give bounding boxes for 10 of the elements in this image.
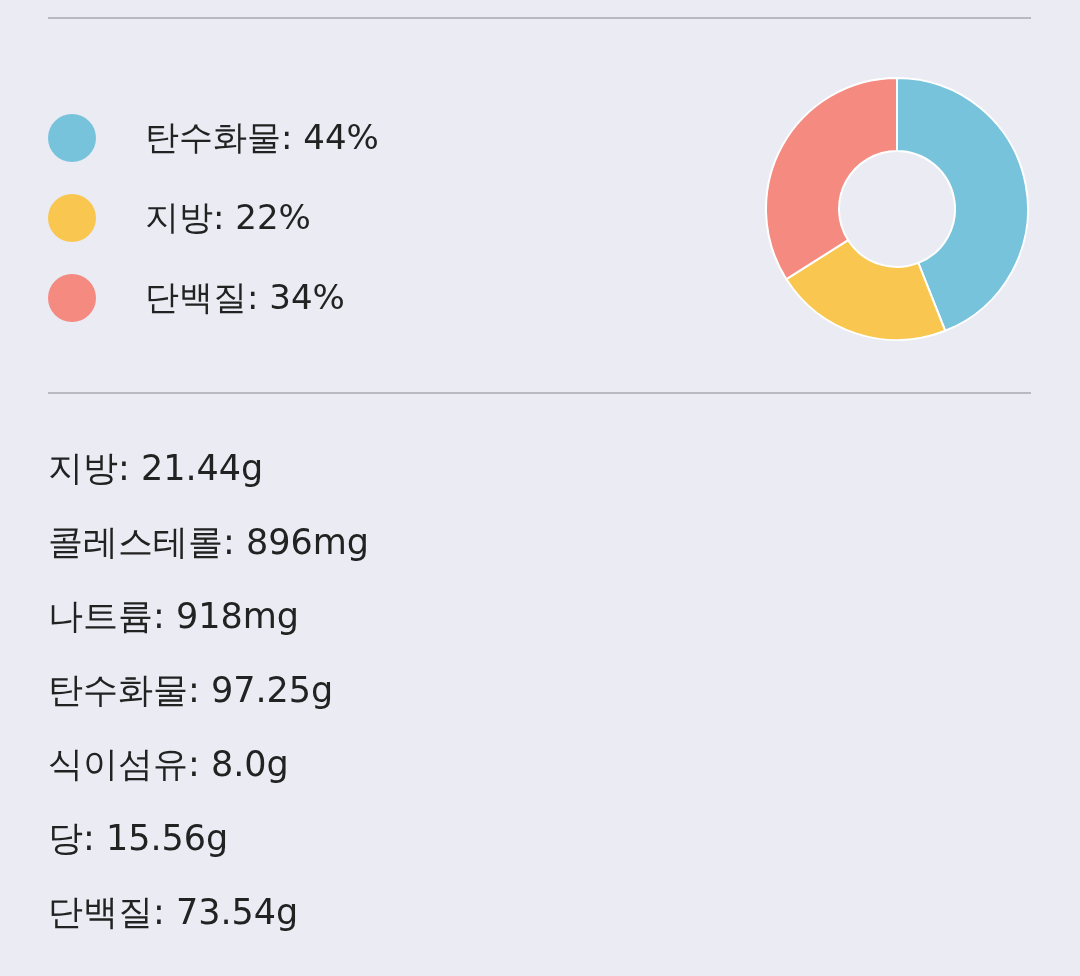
legend-label: 단백질: 34%: [145, 276, 345, 319]
text: 당: 15.56g: [48, 817, 230, 860]
text: 단백질: 73.54g: [48, 891, 300, 934]
text: 지방: 21.44g: [48, 447, 265, 490]
legend-label: 탄수화물: 44%: [145, 116, 379, 159]
text: 탄수화물: 97.25g: [48, 669, 335, 712]
text: 나트륨: 918mg: [48, 595, 301, 638]
text: 콜레스테롤: 896mg: [48, 521, 370, 564]
text: 식이섬유: 8.0g: [48, 743, 290, 786]
legend-label: 지방: 22%: [145, 196, 311, 239]
